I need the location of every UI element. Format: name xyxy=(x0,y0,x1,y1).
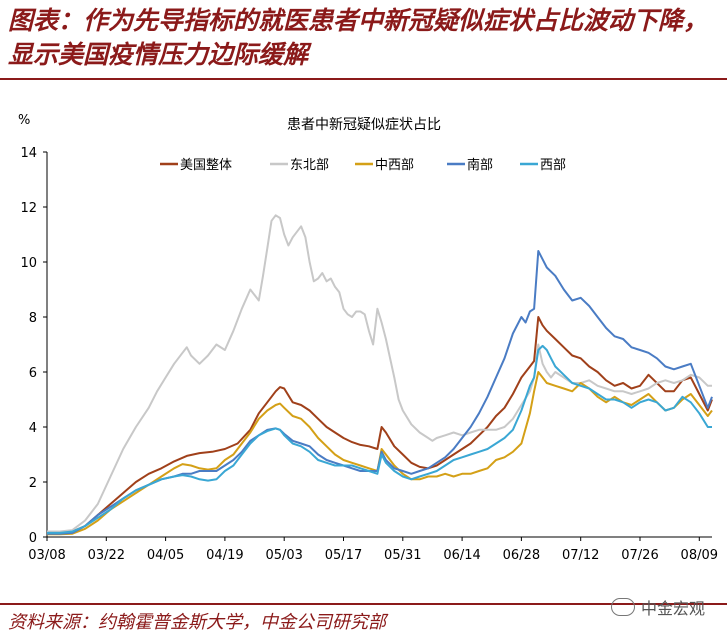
title-divider xyxy=(0,78,727,80)
x-tick-label: 05/31 xyxy=(384,548,421,563)
legend-item: 西部 xyxy=(520,158,566,173)
series-line-1 xyxy=(47,316,713,534)
watermark-text: 中金宏观 xyxy=(640,599,705,618)
series-line-3 xyxy=(47,371,713,536)
x-tick-label: 03/22 xyxy=(88,548,125,563)
legend-item: 中西部 xyxy=(355,158,414,173)
x-tick-label: 04/05 xyxy=(147,548,184,563)
x-tick-label: 07/12 xyxy=(562,548,599,563)
watermark: 中金宏观 xyxy=(610,595,705,619)
x-tick-label: 08/09 xyxy=(681,548,718,563)
y-tick-label: 4 xyxy=(29,421,37,436)
x-tick-label: 03/08 xyxy=(28,548,65,563)
chart-axes xyxy=(43,151,712,541)
legend-label: 东北部 xyxy=(290,158,329,173)
chart-title: 患者中新冠疑似症状占比 xyxy=(287,117,441,133)
y-tick-label: 2 xyxy=(29,476,37,491)
source-note: 资料来源：约翰霍普金斯大学，中金公司研究部 xyxy=(8,612,386,633)
legend-item: 东北部 xyxy=(270,158,329,173)
legend-item: 美国整体 xyxy=(160,158,232,173)
y-tick-label: 8 xyxy=(29,311,37,326)
legend-item: 南部 xyxy=(447,157,493,173)
series-line-5 xyxy=(47,344,712,534)
line-chart: 患者中新冠疑似症状占比 % 0 2 4 6 8 10 12 14 03/08 03/22 04/0… xyxy=(18,113,718,563)
series-line-2 xyxy=(47,214,712,533)
series-lines xyxy=(47,214,713,536)
legend-label: 西部 xyxy=(540,158,566,173)
x-tick-label: 05/17 xyxy=(325,548,362,563)
x-tick-label: 04/19 xyxy=(206,548,243,563)
y-tick-label: 6 xyxy=(29,366,37,381)
x-tick-labels: 03/08 03/22 04/05 04/19 05/03 05/17 05/31 06/14… xyxy=(28,548,718,563)
series-line-4 xyxy=(47,250,713,535)
x-tick-label: 07/26 xyxy=(621,548,658,563)
y-tick-label: 10 xyxy=(20,256,37,271)
y-axis-unit-label: % xyxy=(18,113,30,128)
chart-legend: 美国整体 东北部 中西部 南部 西部 xyxy=(160,157,566,173)
footer-divider xyxy=(0,603,727,605)
y-tick-label: 12 xyxy=(20,201,37,216)
figure-title: 图表：作为先导指标的就医患者中新冠疑似症状占比波动下降，显示美国疫情压力边际缓解 xyxy=(8,6,709,69)
y-tick-labels: 0 2 4 6 8 10 12 14 xyxy=(20,146,37,546)
x-tick-label: 06/14 xyxy=(443,548,480,563)
y-tick-label: 14 xyxy=(20,146,37,161)
x-tick-label: 05/03 xyxy=(265,548,302,563)
legend-label: 美国整体 xyxy=(180,158,232,173)
wechat-icon xyxy=(610,598,635,616)
legend-label: 南部 xyxy=(467,157,493,173)
x-tick-label: 06/28 xyxy=(503,548,540,563)
legend-label: 中西部 xyxy=(375,158,414,173)
y-tick-label: 0 xyxy=(29,531,37,546)
